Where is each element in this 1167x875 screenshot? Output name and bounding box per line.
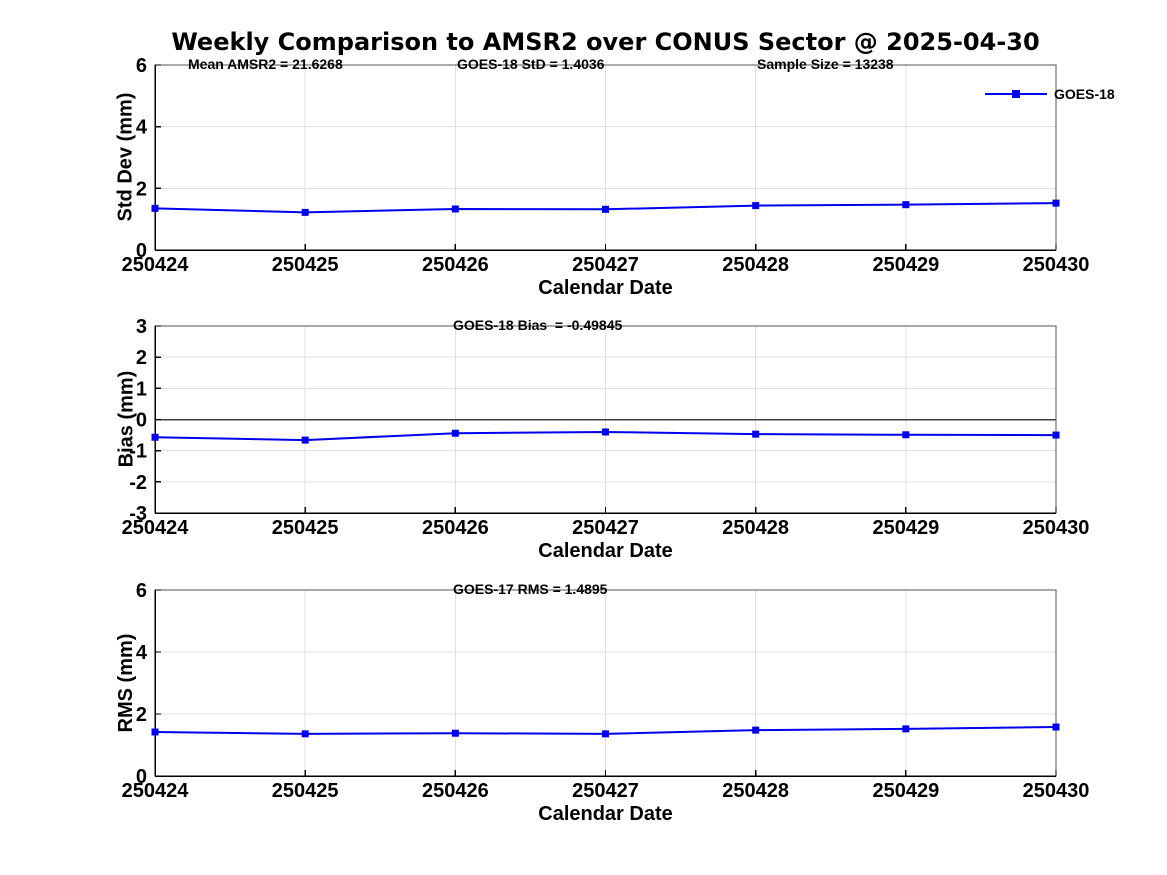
x-axis-label-3: Calendar Date	[538, 803, 673, 825]
y-tick-label: 1	[136, 378, 147, 400]
GOES-17-marker	[451, 729, 459, 737]
x-tick-label: 250430	[1023, 780, 1090, 802]
GOES-18-marker	[752, 202, 760, 210]
annotation-sample-size: Sample Size = 13238	[757, 56, 894, 72]
y-tick-label: -1	[129, 441, 147, 463]
GOES-17-marker	[151, 728, 159, 736]
GOES-17-marker	[301, 730, 309, 738]
GOES-18-marker	[301, 208, 309, 216]
x-tick-label: 250428	[722, 254, 789, 276]
x-tick-label: 250424	[122, 254, 190, 276]
x-tick-label: 250426	[422, 517, 489, 539]
y-tick-label: 6	[136, 580, 147, 602]
y-tick-label: 2	[136, 704, 147, 726]
GOES-18-marker	[902, 431, 910, 439]
x-tick-label: 250428	[722, 517, 789, 539]
x-tick-label: 250426	[422, 780, 489, 802]
GOES-18-marker	[752, 430, 760, 438]
std-dev-plot: 250424 250425 250426 250427 250428 250429 2504…	[122, 55, 1090, 276]
y-tick-label: -2	[129, 472, 147, 494]
y-axis-label-stddev: Std Dev (mm)	[114, 92, 137, 222]
y-tick-label: 0	[136, 240, 147, 262]
y-tick-label: 0	[136, 766, 147, 788]
GOES-17-marker	[602, 730, 609, 738]
x-tick-label: 250426	[422, 254, 489, 276]
y-tick-label: -3	[129, 503, 147, 525]
GOES-17-marker	[752, 726, 760, 734]
x-axis-label-1: Calendar Date	[538, 277, 673, 299]
GOES-18-marker	[151, 204, 159, 212]
x-tick-label: 250429	[872, 254, 939, 276]
GOES-18-marker	[301, 436, 309, 444]
GOES-18-marker	[602, 428, 609, 436]
GOES-18-marker	[602, 205, 609, 213]
x-tick-label: 250430	[1023, 254, 1090, 276]
x-tick-label: 250429	[872, 780, 939, 802]
x-tick-label: 250430	[1023, 517, 1090, 539]
GOES-18-marker	[451, 429, 459, 437]
x-tick-label: 250429	[872, 517, 939, 539]
y-tick-label: 4	[136, 642, 148, 664]
x-axis-label-2: Calendar Date	[538, 540, 673, 562]
y-axis-label-bias: Bias (mm)	[115, 370, 138, 468]
annotation-goes18-std: GOES-18 StD = 1.4036	[457, 56, 605, 72]
x-tick-label: 250425	[272, 517, 339, 539]
y-tick-label: 4	[136, 117, 148, 139]
y-axis-label-rms: RMS (mm)	[115, 633, 137, 733]
x-tick-label: 250425	[272, 254, 339, 276]
GOES-17-marker	[1052, 723, 1060, 731]
x-tick-label: 250424	[122, 517, 190, 539]
x-tick-label: 250427	[572, 780, 639, 802]
x-tick-label: 250427	[572, 254, 639, 276]
legend-label: GOES-18	[1054, 86, 1115, 102]
GOES-18-marker	[451, 205, 459, 213]
y-tick-label: 6	[136, 55, 147, 77]
GOES-17-marker	[902, 725, 910, 733]
x-tick-label: 250428	[722, 780, 789, 802]
x-tick-label: 250424	[122, 780, 190, 802]
figure-title: Weekly Comparison to AMSR2 over CONUS Se…	[171, 28, 1040, 56]
x-tick-label: 250427	[572, 517, 639, 539]
rms-plot: 250424 250425 250426 250427 250428 250429 2504…	[122, 580, 1090, 802]
x-tick-label: 250425	[272, 780, 339, 802]
legend: GOES-18	[984, 86, 1115, 102]
GOES-18-marker	[1052, 199, 1060, 207]
y-tick-label: 2	[136, 178, 147, 200]
GOES-18-marker	[902, 201, 910, 209]
y-tick-label: 3	[136, 316, 147, 338]
GOES-18-marker	[151, 433, 159, 441]
annotation-mean-amsr2: Mean AMSR2 = 21.6268	[188, 56, 343, 72]
GOES-18-marker	[1052, 431, 1060, 439]
bias-plot: 250424 250425 250426 250427 250428 250429 2504…	[122, 316, 1090, 539]
annotation-goes17-rms: GOES-17 RMS = 1.4895	[453, 581, 608, 597]
y-tick-label: 2	[136, 347, 147, 369]
legend-line-icon	[985, 90, 1047, 98]
y-tick-label: 0	[136, 410, 147, 432]
annotation-goes18-bias: GOES-18 Bias = -0.49845	[453, 317, 623, 333]
